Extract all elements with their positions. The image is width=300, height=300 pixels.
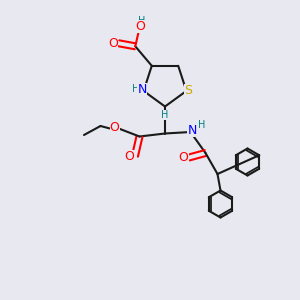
Text: H: H bbox=[198, 120, 206, 130]
Text: H: H bbox=[131, 85, 139, 94]
Text: N: N bbox=[187, 124, 197, 137]
Text: O: O bbox=[125, 149, 134, 163]
Text: O: O bbox=[110, 121, 119, 134]
Text: S: S bbox=[184, 85, 192, 98]
Text: O: O bbox=[135, 20, 145, 33]
Text: H: H bbox=[161, 110, 169, 120]
Text: N: N bbox=[137, 83, 147, 96]
Text: H: H bbox=[138, 16, 145, 26]
Text: O: O bbox=[179, 151, 188, 164]
Text: O: O bbox=[108, 37, 118, 50]
